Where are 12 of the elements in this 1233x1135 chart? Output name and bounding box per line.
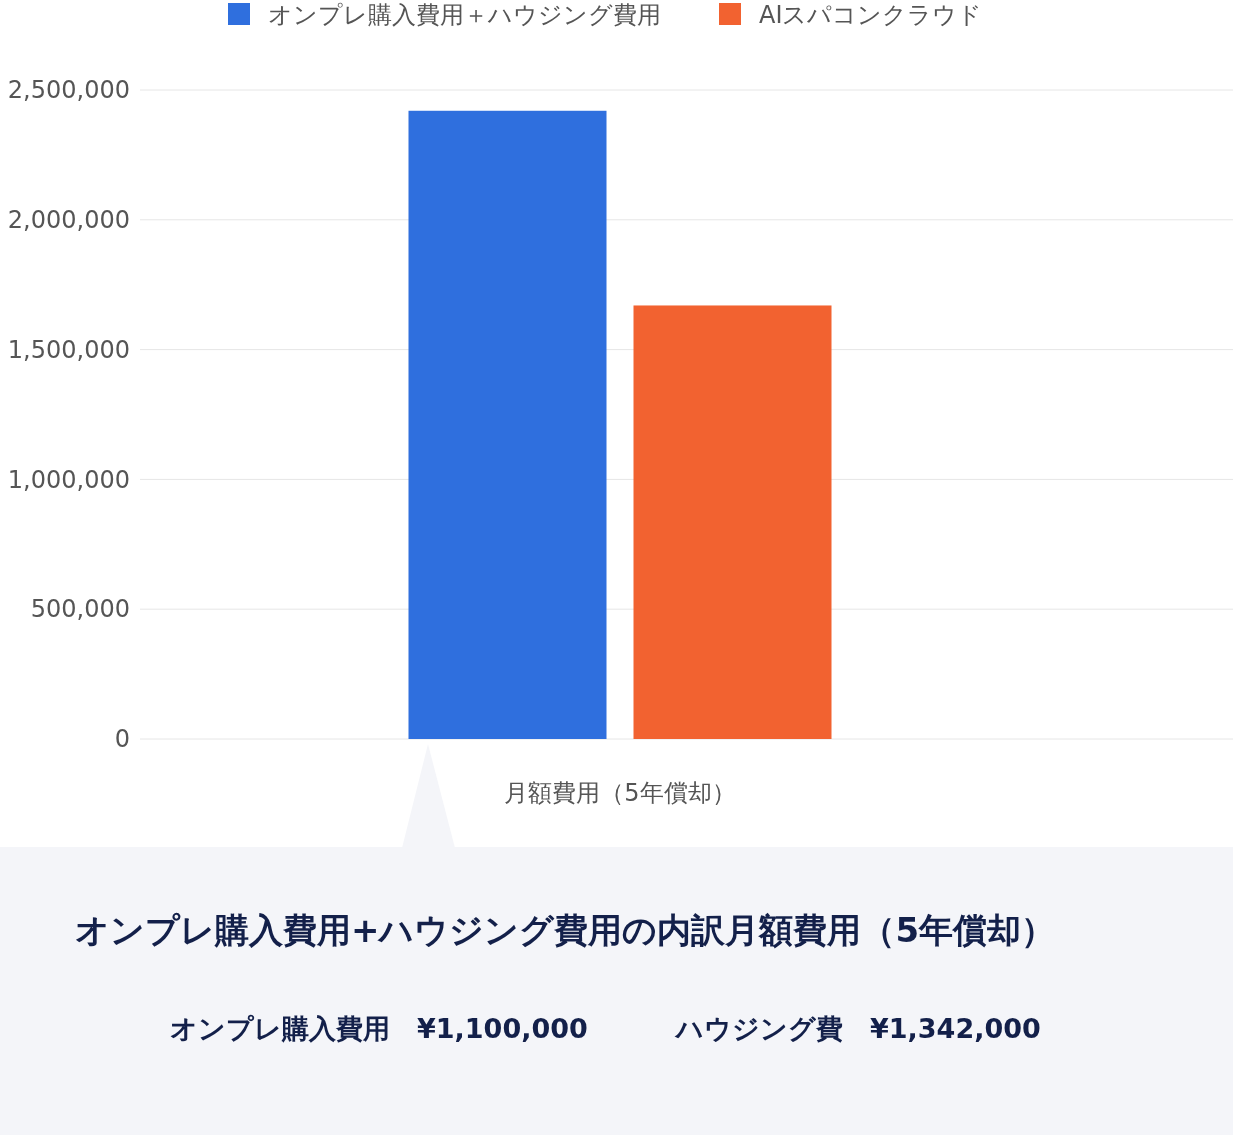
y-tick-label: 1,000,000	[7, 465, 130, 494]
legend-label: AIスパコンクラウド	[759, 1, 983, 29]
y-tick-label: 2,000,000	[7, 205, 130, 234]
legend-label: オンプレ購入費用＋ハウジング費用	[268, 1, 661, 29]
y-tick-label: 1,500,000	[7, 335, 130, 364]
y-tick-label: 2,500,000	[7, 76, 130, 105]
x-tick-label: 月額費用（5年償却）	[504, 779, 736, 807]
y-tick-label: 500,000	[30, 595, 130, 624]
y-tick-label: 0	[114, 725, 130, 754]
text: オンプレ購入費用 ¥1,100,000	[170, 1013, 588, 1044]
text: オンプレ購入費用+ハウジング費用の内訳月額費用（5年償却）	[75, 910, 1056, 950]
text: ハウジング費 ¥1,342,000	[674, 1013, 1041, 1044]
